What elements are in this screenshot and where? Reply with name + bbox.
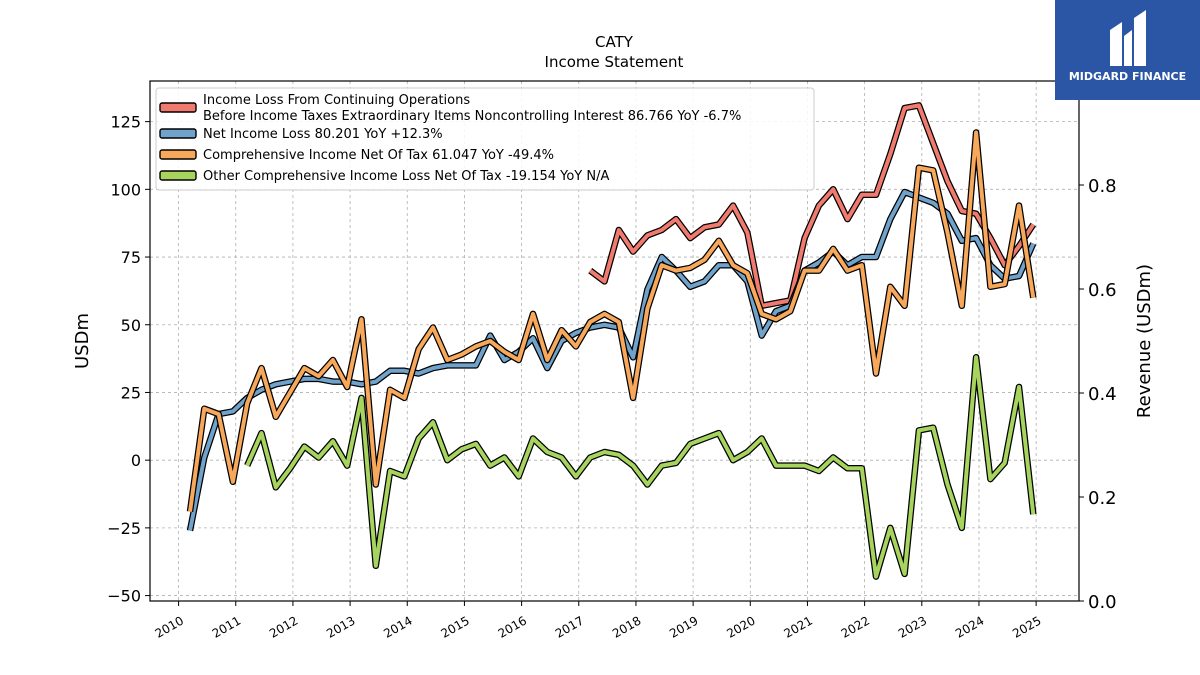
x-tick-label: 2024 bbox=[953, 613, 986, 640]
x-tick-label: 2018 bbox=[610, 613, 643, 640]
y-right-tick-label: 0.2 bbox=[1088, 488, 1117, 509]
x-tick-label: 2019 bbox=[667, 613, 700, 640]
legend-label: Other Comprehensive Income Loss Net Of T… bbox=[203, 169, 609, 184]
legend-label: Income Loss From Continuing Operations bbox=[203, 93, 470, 108]
x-tick-label: 2017 bbox=[553, 613, 586, 640]
legend-label: Comprehensive Income Net Of Tax 61.047 Y… bbox=[203, 148, 554, 163]
y-tick-label: −25 bbox=[107, 519, 141, 538]
y-tick-label: 125 bbox=[110, 113, 141, 132]
series-line-4 bbox=[245, 355, 1036, 579]
x-tick-label: 2020 bbox=[724, 613, 757, 640]
y-tick-label: 100 bbox=[110, 180, 141, 199]
x-tick-label: 2012 bbox=[267, 613, 300, 640]
legend-swatch bbox=[159, 128, 197, 139]
y-axis-right-label: Revenue (USDm) bbox=[1134, 264, 1155, 418]
brand-logo: MIDGARD FINANCE bbox=[1055, 0, 1200, 100]
legend-label: Net Income Loss 80.201 YoY +12.3% bbox=[203, 127, 443, 142]
y-right-tick-label: 0.4 bbox=[1088, 384, 1117, 405]
x-tick-label: 2014 bbox=[381, 613, 414, 640]
x-tick-label: 2021 bbox=[781, 613, 814, 640]
legend-swatch bbox=[159, 149, 197, 160]
y-tick-label: −50 bbox=[107, 587, 141, 606]
plot-frame bbox=[149, 80, 1080, 602]
legend: Income Loss From Continuing OperationsBe… bbox=[155, 87, 815, 191]
x-axis: 2010 2011 2012 2013 2014 2015 2016 2017 2018 2019… bbox=[153, 601, 1044, 641]
y-right-tick-label: 0.8 bbox=[1088, 176, 1117, 197]
series-line-2 bbox=[188, 190, 1036, 531]
x-tick-label: 2010 bbox=[153, 613, 186, 640]
chart-title: CATY bbox=[595, 33, 634, 51]
y-axis-left: −50 −25 0 25 50 75 100 125 bbox=[107, 113, 150, 606]
legend-box bbox=[155, 87, 815, 191]
y-axis-right: 0.0 0.2 0.4 0.6 0.8 bbox=[1079, 176, 1117, 613]
legend-label: Before Income Taxes Extraordinary Items … bbox=[203, 109, 741, 124]
y-right-tick-label: 0.6 bbox=[1088, 280, 1117, 301]
chart-subtitle: Income Statement bbox=[545, 53, 684, 71]
series-line-3 bbox=[188, 130, 1036, 512]
x-tick-label: 2016 bbox=[496, 613, 529, 640]
y-tick-label: 50 bbox=[121, 316, 141, 335]
series-line-1 bbox=[588, 103, 1035, 308]
x-tick-label: 2013 bbox=[324, 613, 357, 640]
y-right-tick-label: 0.0 bbox=[1088, 592, 1117, 613]
logo-text: MIDGARD FINANCE bbox=[1068, 70, 1187, 83]
y-tick-label: 75 bbox=[121, 248, 141, 267]
y-tick-label: 0 bbox=[131, 451, 141, 470]
series-outline-2 bbox=[186, 188, 1037, 532]
y-axis-label: USDm bbox=[72, 313, 93, 369]
legend-swatch bbox=[159, 102, 197, 113]
data-series bbox=[186, 102, 1037, 580]
y-tick-label: 25 bbox=[121, 383, 141, 402]
logo-mark-icon bbox=[1110, 10, 1146, 66]
legend-swatch bbox=[159, 170, 197, 181]
x-tick-label: 2011 bbox=[210, 613, 243, 640]
x-tick-label: 2023 bbox=[896, 613, 929, 640]
x-tick-label: 2025 bbox=[1010, 613, 1043, 640]
x-tick-label: 2015 bbox=[438, 613, 471, 640]
x-tick-label: 2022 bbox=[839, 613, 872, 640]
